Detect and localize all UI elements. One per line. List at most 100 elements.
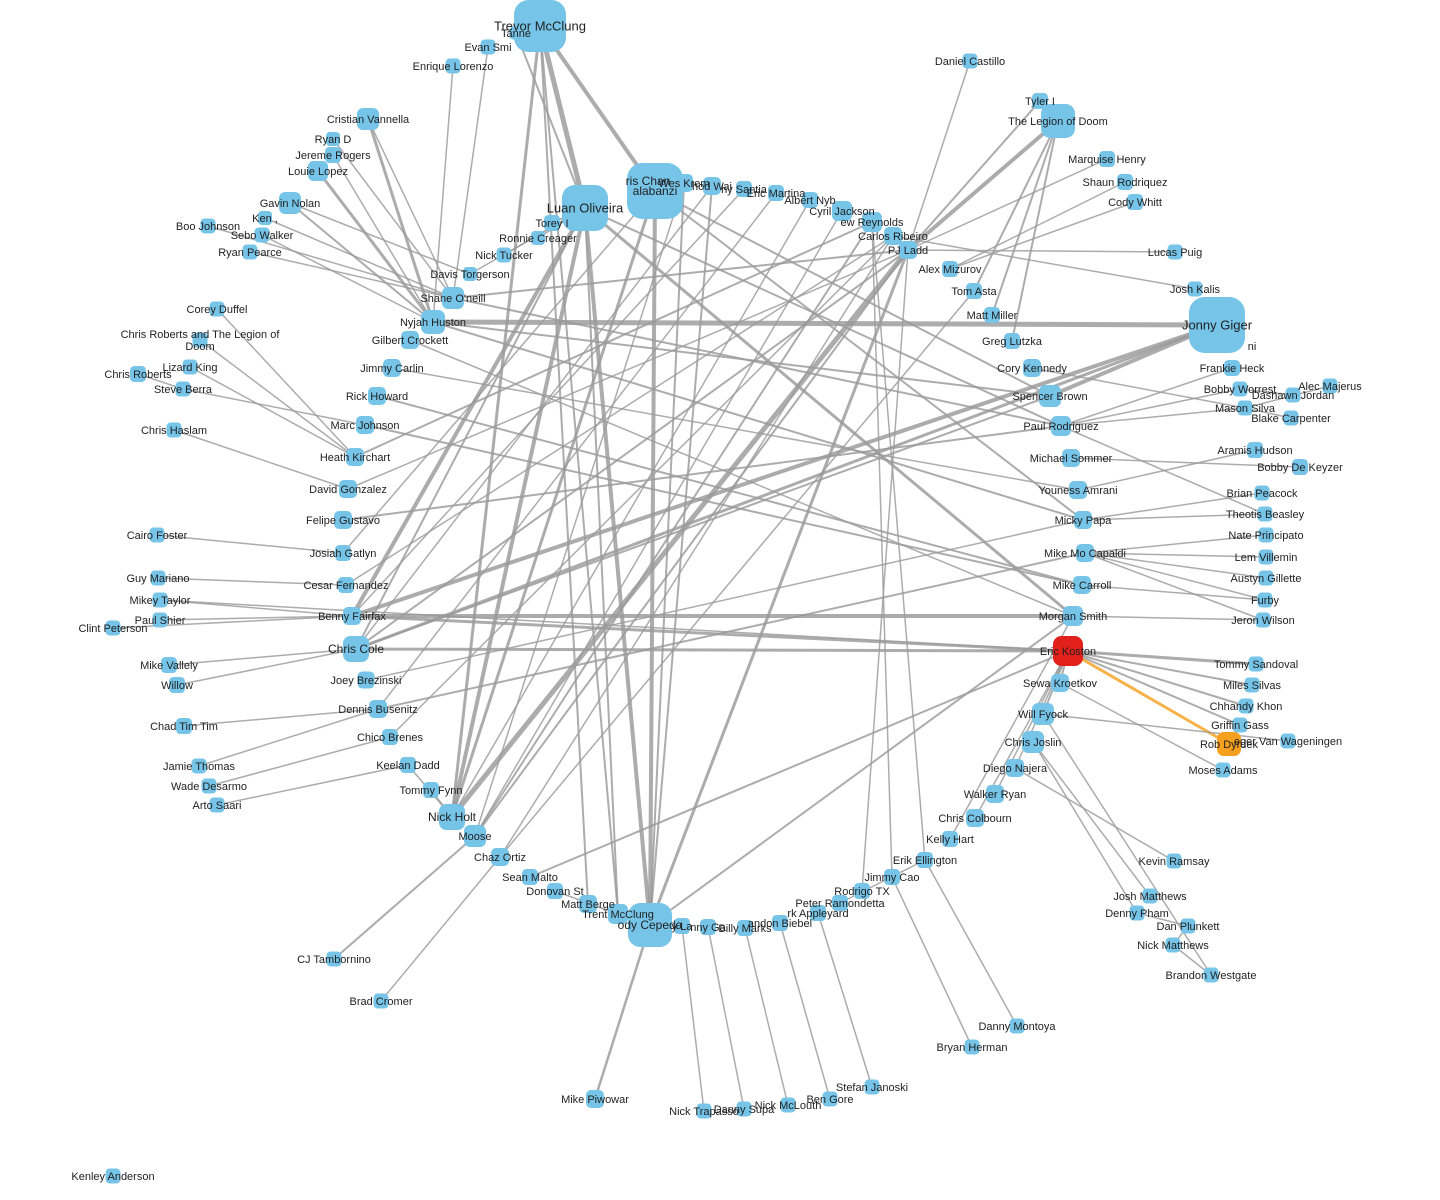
- graph-node-billy-marks[interactable]: [737, 920, 753, 936]
- graph-node-shaun-rodriquez[interactable]: [1117, 174, 1133, 190]
- graph-node-mike-carroll[interactable]: [1073, 576, 1091, 594]
- graph-node-moose[interactable]: [464, 825, 486, 847]
- graph-node-micky-papa[interactable]: [1074, 511, 1092, 529]
- graph-node-joey-brezinski[interactable]: [357, 671, 375, 689]
- graph-node-sewa-kroetkov[interactable]: [1051, 674, 1069, 692]
- graph-node-danny-montoya[interactable]: [1009, 1018, 1025, 1034]
- graph-node-felipe-gustavo[interactable]: [334, 511, 352, 529]
- graph-node-rk-appleyard[interactable]: [810, 905, 826, 921]
- graph-node-ryan-d[interactable]: [326, 132, 340, 146]
- graph-node-chris-roberts-and-the-legion-of-doom[interactable]: [192, 332, 208, 348]
- graph-node-kevin-ramsay[interactable]: [1166, 853, 1182, 869]
- graph-node-alabanzi[interactable]: [627, 163, 683, 219]
- graph-node-mike-piwowar[interactable]: [586, 1090, 604, 1108]
- graph-node-trevor-mcclung[interactable]: [514, 0, 566, 52]
- graph-node-corey-duffel[interactable]: [209, 301, 225, 317]
- graph-node-jereme-rogers[interactable]: [325, 147, 341, 163]
- graph-node-walker-ryan[interactable]: [986, 785, 1004, 803]
- graph-node-chris-cole[interactable]: [343, 636, 369, 662]
- graph-node-eric-koston[interactable]: [1053, 636, 1083, 666]
- graph-node-andon-biebel[interactable]: [772, 915, 788, 931]
- graph-node-evan-smi[interactable]: [480, 39, 496, 55]
- graph-node-ben-gore[interactable]: [822, 1091, 838, 1107]
- graph-node-alec-majerus[interactable]: [1322, 378, 1338, 394]
- graph-node-cairo-foster[interactable]: [149, 527, 165, 543]
- graph-node-spencer-brown[interactable]: [1039, 385, 1061, 407]
- graph-node-steve-berra[interactable]: [175, 381, 191, 397]
- graph-node-arto-saari[interactable]: [209, 797, 225, 813]
- graph-node-griffin-gass[interactable]: [1232, 717, 1248, 733]
- graph-node-nick-mclouth[interactable]: [780, 1097, 796, 1113]
- graph-node-jamie-thomas[interactable]: [191, 758, 207, 774]
- graph-node-furby[interactable]: [1257, 592, 1273, 608]
- graph-node-chris-roberts[interactable]: [130, 366, 146, 382]
- graph-node-paul-rodriguez[interactable]: [1051, 416, 1071, 436]
- graph-node-nick-tucker[interactable]: [496, 247, 512, 263]
- graph-node-bobby-de-keyzer[interactable]: [1292, 459, 1308, 475]
- graph-node-mason-silva[interactable]: [1237, 400, 1253, 416]
- graph-node-brian-peacock[interactable]: [1254, 485, 1270, 501]
- graph-node-chad-tim-tim[interactable]: [176, 718, 192, 734]
- graph-node-rick-howard[interactable]: [368, 387, 386, 405]
- graph-node-eric-martina[interactable]: [768, 185, 784, 201]
- graph-node-theotis-beasley[interactable]: [1257, 506, 1273, 522]
- graph-node-rodrigo-tx[interactable]: [854, 883, 870, 899]
- graph-node-cesar-fernandez[interactable]: [338, 577, 354, 593]
- graph-node-bobby-worrest[interactable]: [1232, 381, 1248, 397]
- graph-node-matt-berge[interactable]: [579, 895, 597, 913]
- graph-node-dennis-busenitz[interactable]: [369, 700, 387, 718]
- graph-node-josiah-gatlyn[interactable]: [335, 545, 351, 561]
- graph-node-hod-wai[interactable]: [703, 177, 721, 195]
- graph-node-paul-shier[interactable]: [152, 612, 168, 628]
- graph-node-dan-plunkett[interactable]: [1180, 918, 1196, 934]
- graph-node-y-la[interactable]: [674, 918, 690, 934]
- graph-node-marc-johnson[interactable]: [356, 416, 374, 434]
- graph-node-cory-kennedy[interactable]: [1023, 359, 1041, 377]
- graph-node-ew-reynolds[interactable]: [862, 212, 882, 232]
- graph-node-jeron-wilson[interactable]: [1255, 612, 1271, 628]
- graph-node-greg-lutzka[interactable]: [1004, 333, 1020, 349]
- graph-node-tyler-i[interactable]: [1032, 93, 1048, 109]
- graph-node-rob-dyrdek[interactable]: [1217, 732, 1241, 756]
- graph-node-wes-krem[interactable]: [675, 174, 693, 192]
- graph-node-michael-sommer[interactable]: [1062, 449, 1080, 467]
- graph-node-will-fyock[interactable]: [1032, 703, 1054, 725]
- graph-node-carlos-ribeiro[interactable]: [884, 227, 902, 245]
- graph-node-torey-i[interactable]: [544, 215, 560, 231]
- graph-node-chhandy-khon[interactable]: [1238, 698, 1254, 714]
- graph-node-gavin-nolan[interactable]: [279, 192, 301, 214]
- graph-node-kelly-hart[interactable]: [942, 831, 958, 847]
- graph-node-tommy-fynn[interactable]: [423, 782, 439, 798]
- graph-node-nick-holt[interactable]: [439, 804, 465, 830]
- graph-node-frankie-heck[interactable]: [1224, 360, 1240, 376]
- graph-node-diego-najera[interactable]: [1006, 759, 1024, 777]
- graph-node-luan-oliveira[interactable]: [562, 185, 608, 231]
- graph-node-chris-joslin[interactable]: [1022, 731, 1044, 753]
- graph-node-guy-mariano[interactable]: [150, 570, 166, 586]
- graph-node-josh-kalis[interactable]: [1187, 281, 1203, 297]
- graph-node-lizard-king[interactable]: [182, 359, 198, 375]
- graph-node-chris-colbourn[interactable]: [966, 809, 984, 827]
- graph-node-cristian-vannella[interactable]: [357, 108, 379, 130]
- graph-node-chaz-ortiz[interactable]: [491, 848, 509, 866]
- graph-node-jimmy-carlin[interactable]: [383, 359, 401, 377]
- graph-node-tommy-sandoval[interactable]: [1248, 656, 1264, 672]
- graph-node-tom-asta[interactable]: [966, 283, 982, 299]
- graph-node-boo-johnson[interactable]: [200, 218, 216, 234]
- graph-node-trent-mcclung[interactable]: [608, 904, 628, 924]
- graph-node-sebo-walker[interactable]: [254, 227, 270, 243]
- graph-node-nick-matthews[interactable]: [1165, 937, 1181, 953]
- graph-node-cyril-jackson[interactable]: [832, 201, 852, 221]
- graph-node-eger-van-wageningen[interactable]: [1280, 733, 1296, 749]
- graph-node-hy-santia[interactable]: [736, 181, 752, 197]
- graph-node-peter-ramondetta[interactable]: [832, 895, 848, 911]
- graph-node-pj-ladd[interactable]: [899, 241, 917, 259]
- graph-node-enrique-lorenzo[interactable]: [445, 58, 461, 74]
- graph-node-cody-whitt[interactable]: [1127, 194, 1143, 210]
- graph-node-ryan-pearce[interactable]: [242, 244, 258, 260]
- graph-node-daniel-castillo[interactable]: [962, 53, 978, 69]
- graph-node-nyjah-huston[interactable]: [421, 310, 445, 334]
- graph-node-shane-o-neill[interactable]: [442, 287, 464, 309]
- graph-node-the-legion-of-doom[interactable]: [1041, 104, 1075, 138]
